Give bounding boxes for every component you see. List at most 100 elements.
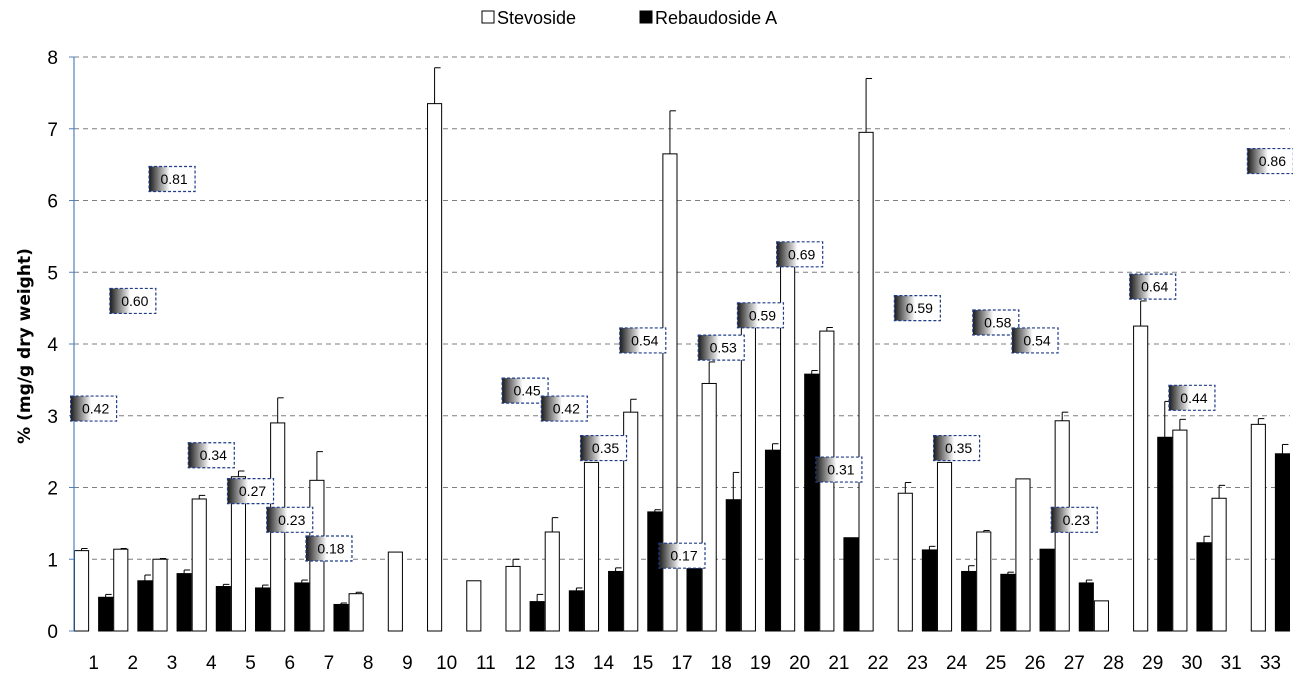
bar-stevoside: [505, 565, 521, 632]
bar-rebaudoside-a: [176, 573, 192, 632]
ratio-label-box: [1246, 147, 1293, 175]
legend: Stevoside Rebaudoside A: [481, 8, 777, 28]
bar-stevoside: [427, 103, 443, 632]
legend-label-stevoside: Stevoside: [497, 8, 576, 28]
ratio-label-text: 0.35: [945, 440, 972, 456]
ratio-label-box: [1168, 384, 1216, 411]
bar-rebaudoside-a: [608, 570, 624, 632]
x-tick-label: 25: [985, 653, 1006, 673]
ratio-label-text: 0.18: [317, 540, 344, 556]
bar-rebaudoside-a: [1274, 453, 1291, 632]
ratio-label-text: 0.54: [631, 332, 658, 348]
ratio-label: 0.18: [305, 535, 353, 562]
x-tick-label: 15: [632, 653, 653, 673]
ratio-label: 0.86: [1246, 147, 1293, 175]
x-tick-label: 3: [167, 653, 178, 673]
bar-rebaudoside-a: [1039, 548, 1055, 632]
ratio-label-box: [501, 377, 549, 404]
y-tick-label: 8: [47, 48, 58, 69]
bar-rebaudoside-a: [255, 587, 271, 632]
y-axis-ticks: 0 1 2 3 4 5 6 7 8: [47, 48, 74, 643]
bar-rebaudoside-a: [137, 580, 153, 632]
ratio-label-box: [932, 434, 981, 462]
bar-stevoside: [466, 580, 482, 632]
ratio-label: 0.31: [815, 456, 863, 483]
ratio-label: 0.42: [540, 395, 588, 422]
bar-rebaudoside-a: [843, 537, 859, 632]
ratio-label-box: [893, 295, 941, 322]
ratio-label-box: [776, 241, 824, 268]
x-tick-label: 1: [88, 653, 99, 673]
x-tick-label: 5: [245, 653, 256, 673]
bar-rebaudoside-a: [686, 564, 702, 632]
bar-stevoside: [544, 531, 560, 632]
ratio-label-text: 0.27: [239, 483, 266, 499]
x-tick-label: 28: [1103, 653, 1124, 673]
x-axis-ticks: 1 2 3 4 5 6 7 8 9 10 11 12 13 14 15 17 18 19 20 21 22 23 24 25 2…: [88, 653, 1281, 673]
x-tick-label: 31: [1221, 653, 1242, 673]
ratio-label-text: 0.54: [1023, 332, 1050, 348]
ratio-label: 0.64: [1129, 273, 1177, 300]
x-tick-label: 2: [128, 653, 139, 673]
bar-stevoside: [936, 461, 953, 632]
ratio-label-box: [579, 434, 628, 462]
ratio-label: 0.35: [579, 434, 628, 462]
ratio-label-box: [619, 327, 667, 354]
y-axis-label: % (mg/g dry weight): [15, 248, 35, 444]
bar-rebaudoside-a: [921, 549, 937, 632]
ratio-label-text: 0.60: [121, 293, 148, 309]
bar-rebaudoside-a: [294, 582, 310, 632]
bar-rebaudoside-a: [1157, 436, 1173, 632]
x-tick-label: 4: [206, 653, 217, 673]
x-tick-label: 27: [1064, 653, 1085, 673]
ratio-label-text: 0.17: [670, 548, 697, 564]
ratio-label-text: 0.58: [984, 314, 1011, 330]
x-tick-label: 24: [946, 653, 968, 673]
ratio-label-text: 0.34: [200, 447, 227, 463]
bar-rebaudoside-a: [764, 449, 781, 632]
ratio-label: 0.23: [266, 506, 314, 533]
ratio-label-box: [697, 334, 745, 361]
legend-swatch-rebaudoside-a: [639, 10, 653, 24]
x-tick-label: 12: [515, 653, 536, 673]
ratio-label-text: 0.64: [1141, 279, 1168, 295]
y-tick-label: 3: [47, 407, 58, 428]
x-tick-label: 29: [1142, 653, 1163, 673]
ratio-label-box: [815, 456, 863, 483]
bar-stevoside: [976, 531, 992, 632]
ratio-label-box: [70, 395, 118, 422]
x-tick-label: 14: [593, 653, 615, 673]
ratio-label: 0.53: [697, 334, 745, 361]
bar-rebaudoside-a: [725, 499, 741, 632]
ratio-label-box: [1129, 273, 1177, 300]
bar-stevoside: [740, 325, 756, 632]
y-tick-label: 4: [47, 335, 58, 356]
y-tick-label: 1: [47, 550, 58, 571]
ratio-label: 0.44: [1168, 384, 1216, 411]
ratio-label-box: [736, 302, 785, 329]
x-tick-label: 7: [324, 653, 335, 673]
x-tick-label: 8: [363, 653, 374, 673]
bar-stevoside: [583, 461, 600, 632]
ratio-label-text: 0.81: [160, 171, 187, 187]
bar-stevoside: [1093, 600, 1109, 632]
bar-stevoside: [348, 593, 364, 632]
bar-stevoside: [1172, 429, 1188, 632]
ratio-label-text: 0.42: [82, 401, 109, 417]
bar-rebaudoside-a: [804, 373, 820, 632]
ratio-label-text: 0.35: [592, 440, 619, 456]
bar-stevoside: [897, 492, 913, 632]
bar-rebaudoside-a: [647, 511, 663, 632]
bar-rebaudoside-a: [333, 603, 349, 632]
ratio-label-box: [266, 506, 314, 533]
x-tick-label: 9: [402, 653, 413, 673]
ratio-label: 0.35: [932, 434, 981, 462]
ratio-label-box: [148, 165, 196, 193]
x-tick-label: 18: [711, 653, 732, 673]
ratio-label: 0.42: [70, 395, 118, 422]
bar-rebaudoside-a: [529, 601, 545, 632]
x-tick-label: 21: [828, 653, 849, 673]
ratio-label: 0.60: [109, 287, 157, 315]
legend-label-rebaudoside-a: Rebaudoside A: [655, 8, 777, 28]
